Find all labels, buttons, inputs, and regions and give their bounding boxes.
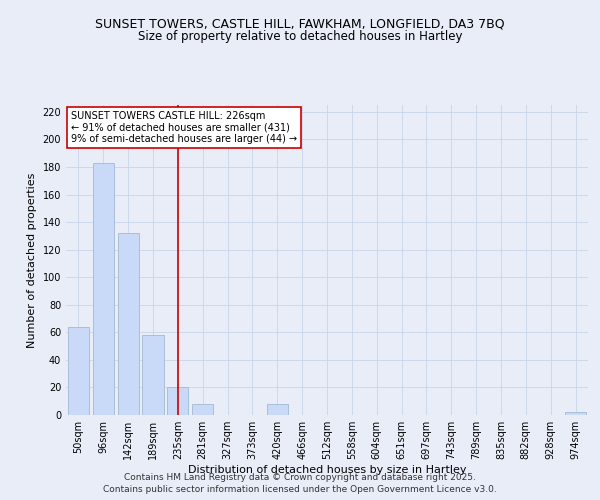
Text: SUNSET TOWERS CASTLE HILL: 226sqm
← 91% of detached houses are smaller (431)
9% : SUNSET TOWERS CASTLE HILL: 226sqm ← 91% … <box>71 111 298 144</box>
Bar <box>267 404 288 415</box>
Bar <box>93 163 114 415</box>
Bar <box>118 233 139 415</box>
Text: Size of property relative to detached houses in Hartley: Size of property relative to detached ho… <box>138 30 462 43</box>
Bar <box>192 404 213 415</box>
Bar <box>68 327 89 415</box>
Text: Contains HM Land Registry data © Crown copyright and database right 2025.: Contains HM Land Registry data © Crown c… <box>124 472 476 482</box>
Text: Contains public sector information licensed under the Open Government Licence v3: Contains public sector information licen… <box>103 485 497 494</box>
X-axis label: Distribution of detached houses by size in Hartley: Distribution of detached houses by size … <box>188 465 466 475</box>
Y-axis label: Number of detached properties: Number of detached properties <box>27 172 37 348</box>
Bar <box>142 335 164 415</box>
Bar <box>565 412 586 415</box>
Text: SUNSET TOWERS, CASTLE HILL, FAWKHAM, LONGFIELD, DA3 7BQ: SUNSET TOWERS, CASTLE HILL, FAWKHAM, LON… <box>95 18 505 30</box>
Bar <box>167 388 188 415</box>
